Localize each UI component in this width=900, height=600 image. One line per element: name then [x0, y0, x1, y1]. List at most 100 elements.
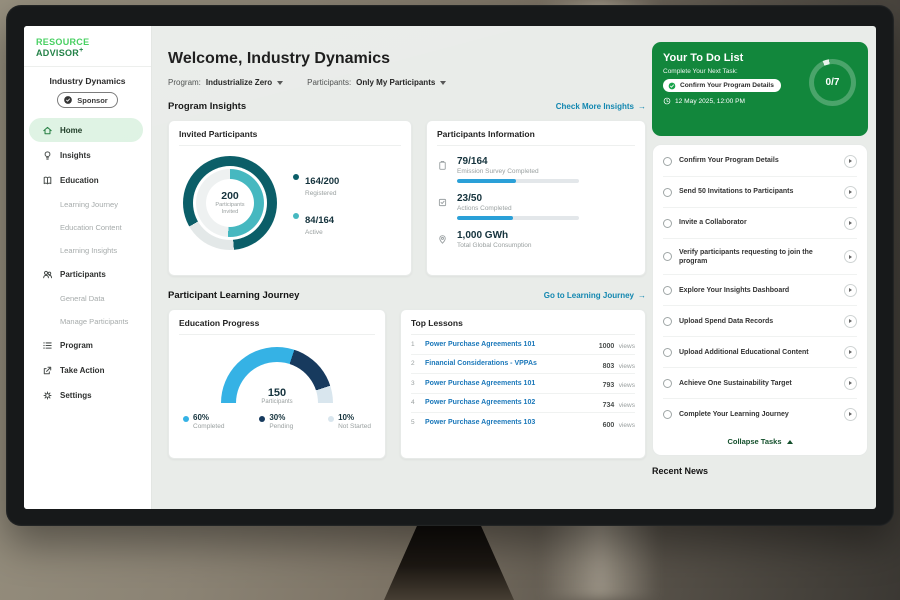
info-progress-fill [457, 216, 514, 220]
invited-center-value: 200 [221, 190, 239, 203]
sidebar-item-education-content[interactable]: Education Content [24, 216, 151, 239]
todo-progress-value: 0/7 [825, 77, 840, 88]
task-row[interactable]: Upload Spend Data Records [663, 306, 857, 338]
task-row[interactable]: Verify participants requesting to join t… [663, 239, 857, 276]
learning-journey-header: Participant Learning Journey Go to Learn… [168, 290, 646, 301]
participants-information-title: Participants Information [437, 129, 635, 146]
sidebar-item-label: Manage Participants [60, 317, 129, 326]
lesson-link[interactable]: Financial Considerations - VPPAs [425, 360, 537, 368]
sidebar-item-label: Learning Journey [60, 200, 118, 209]
sidebar-item-manage-participants[interactable]: Manage Participants [24, 310, 151, 333]
task-checkbox[interactable] [663, 252, 672, 262]
chevron-right-icon [849, 288, 852, 293]
participants-value[interactable]: Only My Participants [356, 78, 436, 87]
task-open-button[interactable] [844, 407, 857, 421]
app-logo: RESOURCE ADVISOR+ [24, 26, 151, 67]
invited-donut-gap: 200 Participants Invited [193, 166, 267, 240]
task-row[interactable]: Upload Additional Educational Content [663, 337, 857, 369]
lesson-link[interactable]: Power Purchase Agreements 103 [425, 419, 536, 427]
task-open-button[interactable] [844, 185, 857, 199]
task-checkbox[interactable] [663, 187, 672, 197]
legend-item-completed: 60% Completed [183, 413, 224, 430]
task-checkbox[interactable] [663, 285, 672, 295]
lesson-row[interactable]: 1 Power Purchase Agreements 101 1000 vie… [411, 335, 635, 355]
top-lessons-card: Top Lessons 1 Power Purchase Agreements … [400, 309, 646, 459]
sidebar-item-take-action[interactable]: Take Action [29, 358, 143, 382]
task-open-button[interactable] [844, 216, 857, 230]
sponsor-badge[interactable]: Sponsor [57, 92, 118, 108]
invited-participants-card: Invited Participants 200 Participants In… [168, 120, 412, 276]
task-row[interactable]: Confirm Your Program Details [663, 146, 857, 177]
chevron-down-icon [277, 80, 284, 85]
task-checkbox[interactable] [663, 378, 672, 388]
next-task-pill[interactable]: Confirm Your Program Details [663, 79, 781, 92]
sidebar-item-insights[interactable]: Insights [29, 143, 143, 167]
program-value[interactable]: Industrialize Zero [205, 78, 273, 87]
task-open-button[interactable] [844, 376, 857, 390]
chevron-right-icon [849, 221, 852, 225]
task-checkbox[interactable] [663, 316, 672, 326]
sidebar-item-learning-journey[interactable]: Learning Journey [24, 193, 151, 216]
invited-legend-dot [293, 173, 299, 180]
task-checkbox[interactable] [663, 347, 672, 357]
lesson-link[interactable]: Power Purchase Agreements 102 [425, 399, 536, 407]
todo-header-card: Your To Do List Complete Your Next Task:… [652, 42, 868, 136]
education-legend-dot [259, 416, 266, 422]
collapse-tasks-button[interactable]: Collapse Tasks [663, 429, 857, 455]
lesson-row[interactable]: 3 Power Purchase Agreements 101 793 view… [411, 374, 635, 394]
insights-cards-row: Invited Participants 200 Participants In… [168, 120, 646, 276]
invited-participants-title: Invited Participants [179, 129, 401, 146]
lesson-row[interactable]: 5 Power Purchase Agreements 103 600 view… [411, 419, 635, 429]
lesson-link[interactable]: Power Purchase Agreements 101 [425, 379, 536, 387]
task-open-button[interactable] [844, 154, 857, 168]
chevron-right-icon [849, 254, 852, 259]
next-task-time: 12 May 2025, 12:00 PM [663, 97, 857, 105]
task-row[interactable]: Send 50 Invitations to Participants [663, 177, 857, 208]
info-row-survey: 79/164 Emission Survey Completed [437, 156, 635, 183]
lesson-link[interactable]: Power Purchase Agreements 101 [425, 340, 536, 348]
task-row[interactable]: Invite a Collaborator [663, 208, 857, 239]
legend-item-active: 84/164 Active [293, 210, 339, 236]
people-icon [41, 268, 53, 280]
task-row[interactable]: Explore Your Insights Dashboard [663, 275, 857, 307]
home-icon [41, 124, 53, 136]
todo-title: Your To Do List [663, 52, 744, 64]
monitor-stand [384, 524, 514, 600]
org-name: Industry Dynamics [49, 76, 126, 86]
check-more-insights-link[interactable]: Check More Insights → [555, 102, 646, 111]
sidebar-item-home[interactable]: Home [29, 118, 143, 142]
task-row[interactable]: Achieve One Sustainability Target [663, 368, 857, 400]
task-open-button[interactable] [844, 283, 857, 297]
task-open-button[interactable] [844, 314, 857, 328]
action-arrow-icon [41, 364, 53, 376]
sponsor-label: Sponsor [77, 95, 108, 105]
participants-dropdown[interactable]: Participants: Only My Participants [307, 78, 447, 87]
sidebar-item-general-data[interactable]: General Data [24, 287, 151, 310]
task-checkbox[interactable] [663, 156, 672, 166]
sidebar-item-participants[interactable]: Participants [29, 262, 143, 286]
sidebar-item-settings[interactable]: Settings [29, 383, 143, 407]
chevron-down-icon [440, 80, 447, 85]
sidebar-item-learning-insights[interactable]: Learning Insights [24, 239, 151, 262]
lesson-row[interactable]: 2 Financial Considerations - VPPAs 803 v… [411, 355, 635, 374]
program-dropdown[interactable]: Program: Industrialize Zero [168, 78, 284, 87]
brand-part2: ADVISOR [36, 48, 80, 58]
task-row[interactable]: Complete Your Learning Journey [663, 399, 857, 429]
sidebar-item-label: Program [60, 340, 93, 350]
go-to-learning-journey-link[interactable]: Go to Learning Journey → [543, 291, 646, 300]
sidebar-item-education[interactable]: Education [29, 168, 143, 192]
info-row-consumption: 1,000 GWh Total Global Consumption [437, 230, 635, 249]
info-row-actions: 23/50 Actions Completed [437, 193, 635, 220]
task-open-button[interactable] [844, 250, 857, 264]
chevron-right-icon [849, 190, 852, 194]
task-open-button[interactable] [844, 345, 857, 359]
task-checkbox[interactable] [663, 218, 672, 228]
education-gauge: 150 Participants [221, 347, 333, 405]
page-title: Welcome, Industry Dynamics [168, 50, 390, 67]
sidebar-item-program[interactable]: Program [29, 333, 143, 357]
todo-subtitle: Complete Your Next Task: [663, 68, 738, 75]
participants-information-card: Participants Information 79/164 Emission… [426, 120, 646, 276]
lesson-row[interactable]: 4 Power Purchase Agreements 102 734 view… [411, 394, 635, 413]
task-checkbox[interactable] [663, 409, 672, 419]
chevron-right-icon [849, 159, 852, 163]
